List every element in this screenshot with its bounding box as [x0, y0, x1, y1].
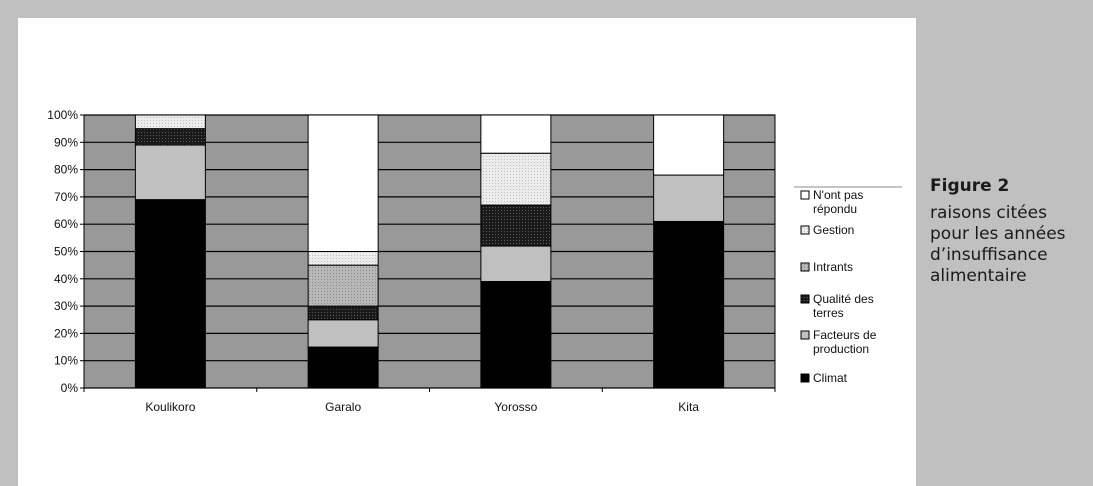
bar-segment	[653, 220, 725, 389]
bar-segment	[653, 114, 725, 176]
bar-segment	[134, 144, 206, 201]
legend-swatch	[800, 225, 810, 235]
bar-segment	[307, 305, 379, 321]
x-tick-label: Koulikoro	[145, 400, 195, 414]
x-tick-label: Kita	[678, 400, 699, 414]
y-tick-label: 40%	[54, 272, 78, 286]
chart-panel: 0% 10% 20% 30% 40% 50% 60% 70% 80% 90% 100% Koulik…	[18, 18, 916, 486]
bar-segment	[307, 319, 379, 348]
legend-label: Qualité des terres	[813, 292, 874, 320]
bar-segment	[134, 128, 206, 146]
bars	[134, 114, 725, 389]
y-tick-label: 20%	[54, 326, 78, 340]
x-axis: Koulikoro Garalo Yorosso Kita	[83, 387, 776, 414]
legend-swatch	[800, 262, 810, 272]
bar-segment	[134, 114, 206, 130]
x-tick-label: Garalo	[325, 400, 361, 414]
y-tick-label: 0%	[61, 381, 79, 395]
y-tick-label: 70%	[54, 190, 78, 204]
y-tick-label: 80%	[54, 163, 78, 177]
y-tick-label: 10%	[54, 354, 78, 368]
y-tick-label: 90%	[54, 135, 78, 149]
legend-label: Climat	[813, 371, 848, 385]
figure-caption: Figure 2 raisons citées pour les années …	[930, 176, 1090, 287]
bar-segment	[480, 114, 552, 154]
legend-swatch	[800, 373, 810, 383]
legend-swatch	[800, 294, 810, 304]
bar-segment	[480, 281, 552, 389]
legend-swatch	[800, 330, 810, 340]
y-axis: 0% 10% 20% 30% 40% 50% 60% 70% 80% 90% 100%	[47, 108, 85, 395]
y-tick-label: 50%	[54, 245, 78, 259]
bar-segment	[653, 174, 725, 222]
legend-label: N'ont pas répondu	[813, 188, 863, 216]
bar-segment	[307, 251, 379, 266]
legend: N'ont pas répondu Gestion Intrants Qualité d…	[794, 186, 902, 385]
bar-segment	[134, 199, 206, 389]
y-tick-label: 100%	[47, 108, 78, 122]
bar-segment	[480, 245, 552, 283]
figure-title: Figure 2	[930, 176, 1010, 196]
y-tick-label: 30%	[54, 299, 78, 313]
bar-segment	[307, 346, 379, 389]
y-tick-label: 60%	[54, 217, 78, 231]
legend-label: Intrants	[813, 260, 853, 274]
bar-segment	[480, 152, 552, 206]
bar-segment	[307, 264, 379, 307]
figure-description: raisons citées pour les années d’insuffi…	[930, 203, 1066, 286]
stacked-bar-chart: 0% 10% 20% 30% 40% 50% 60% 70% 80% 90% 100% Koulik…	[47, 108, 902, 414]
bar-segment	[307, 114, 379, 252]
legend-swatch	[800, 190, 810, 200]
legend-label: Facteurs de production	[813, 328, 877, 356]
legend-label: Gestion	[813, 223, 854, 237]
bar-segment	[480, 204, 552, 247]
x-tick-label: Yorosso	[494, 400, 537, 414]
